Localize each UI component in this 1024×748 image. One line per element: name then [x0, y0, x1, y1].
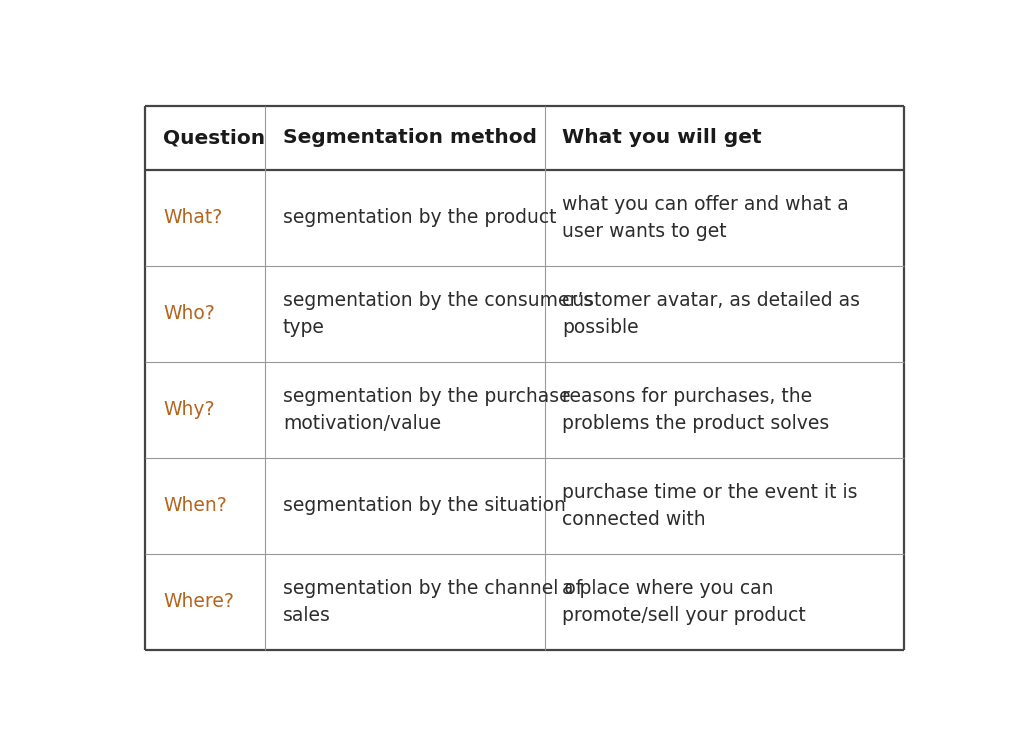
Bar: [545, 106, 904, 170]
Bar: [545, 266, 904, 362]
Bar: [145, 458, 265, 554]
Text: reasons for purchases, the
problems the product solves: reasons for purchases, the problems the …: [562, 387, 829, 433]
Text: When?: When?: [163, 496, 226, 515]
Bar: [265, 170, 545, 266]
Text: what you can offer and what a
user wants to get: what you can offer and what a user wants…: [562, 195, 849, 241]
Text: What?: What?: [163, 209, 222, 227]
Text: segmentation by the purchase
motivation/value: segmentation by the purchase motivation/…: [283, 387, 570, 433]
Bar: [145, 106, 265, 170]
Bar: [545, 554, 904, 649]
Bar: [545, 170, 904, 266]
Text: purchase time or the event it is
connected with: purchase time or the event it is connect…: [562, 482, 857, 529]
Text: a place where you can
promote/sell your product: a place where you can promote/sell your …: [562, 578, 806, 625]
Text: segmentation by the product: segmentation by the product: [283, 209, 556, 227]
Bar: [145, 170, 265, 266]
Bar: [265, 554, 545, 649]
Text: segmentation by the consumer’s
type: segmentation by the consumer’s type: [283, 291, 593, 337]
Text: segmentation by the situation: segmentation by the situation: [283, 496, 565, 515]
Bar: [265, 266, 545, 362]
Bar: [145, 266, 265, 362]
Bar: [145, 554, 265, 649]
Text: Who?: Who?: [163, 304, 215, 323]
Text: segmentation by the channel of
sales: segmentation by the channel of sales: [283, 578, 582, 625]
Text: customer avatar, as detailed as
possible: customer avatar, as detailed as possible: [562, 291, 860, 337]
Bar: [545, 362, 904, 458]
Text: Where?: Where?: [163, 592, 233, 611]
Bar: [145, 362, 265, 458]
Bar: [265, 458, 545, 554]
Text: What you will get: What you will get: [562, 129, 762, 147]
Text: Question: Question: [163, 129, 265, 147]
Bar: [265, 106, 545, 170]
Text: Why?: Why?: [163, 400, 214, 420]
Text: Segmentation method: Segmentation method: [283, 129, 537, 147]
Bar: [265, 362, 545, 458]
Bar: [545, 458, 904, 554]
